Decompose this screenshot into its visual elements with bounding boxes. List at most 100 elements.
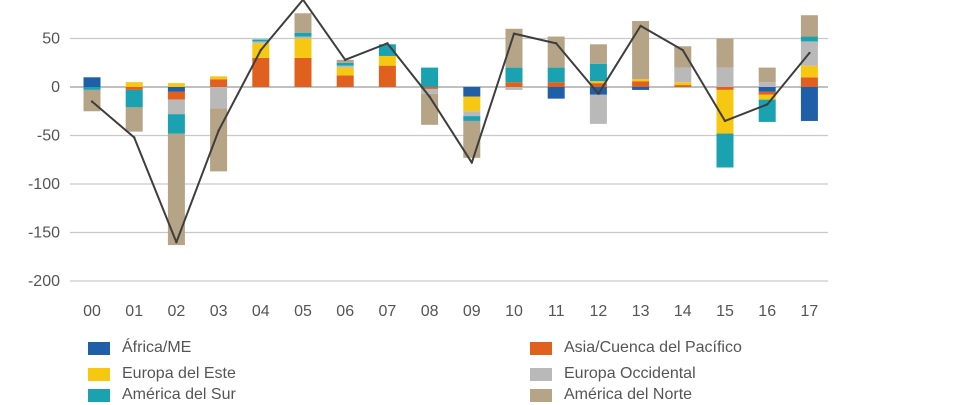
- x-tick-label: 01: [125, 303, 143, 320]
- bar-segment: [505, 67, 523, 83]
- x-tick-label: 09: [463, 303, 481, 320]
- line-point: [723, 119, 727, 123]
- y-tick-label: -200: [28, 273, 60, 290]
- x-tick-label: 02: [168, 303, 186, 320]
- line-point: [428, 95, 431, 98]
- x-tick-label: 14: [674, 303, 692, 320]
- line-point: [175, 241, 178, 244]
- bar-segment: [252, 41, 270, 44]
- bar-segment: [505, 87, 523, 90]
- bar-segment: [674, 85, 692, 87]
- bar-segment: [800, 77, 818, 87]
- bar-segment: [505, 82, 523, 87]
- bar-segment: [632, 87, 650, 90]
- x-tick-label: 17: [801, 303, 819, 320]
- x-tick-label: 00: [83, 303, 101, 320]
- bar-segment: [125, 82, 143, 87]
- bar-segment: [167, 99, 185, 115]
- x-axis-ticks: 00 01 02 03 04 05 06 07 08 09 10 11 12 13 14 15 16 17: [83, 303, 818, 320]
- bar-segment: [505, 28, 523, 68]
- line-point: [597, 92, 600, 95]
- bar-segment: [294, 38, 312, 58]
- bar-segment: [252, 39, 270, 42]
- bar-segment: [378, 44, 396, 56]
- bars: [83, 13, 818, 246]
- bar-segment: [125, 107, 143, 132]
- y-tick-label: 50: [42, 31, 60, 48]
- bar-segment: [463, 87, 481, 97]
- bar-segment: [674, 67, 692, 83]
- x-tick-label: 03: [210, 303, 228, 320]
- x-tick-label: 15: [716, 303, 734, 320]
- bar-segment: [336, 67, 354, 76]
- line-point: [681, 48, 684, 52]
- bar-segment: [547, 87, 565, 99]
- bar-segment: [758, 82, 776, 87]
- x-tick-label: 10: [505, 303, 523, 320]
- y-tick-label: -100: [28, 176, 60, 193]
- line-point: [133, 136, 136, 139]
- bar-segment: [589, 81, 607, 84]
- x-tick-label: 07: [379, 303, 397, 320]
- bar-segment: [758, 94, 776, 100]
- bar-segment: [167, 83, 185, 87]
- bar-segment: [800, 36, 818, 42]
- x-tick-label: 08: [421, 303, 439, 320]
- x-tick-label: 16: [758, 303, 776, 320]
- bar-segment: [632, 79, 650, 82]
- bar-segment: [210, 76, 228, 80]
- bar-segment: [167, 87, 185, 92]
- bar-segment: [125, 89, 143, 108]
- bar-segment: [294, 32, 312, 37]
- bar-segment: [336, 75, 354, 87]
- line-point: [766, 103, 769, 106]
- line-point: [344, 58, 347, 62]
- bar-segment: [125, 87, 143, 90]
- bar-segment: [336, 65, 354, 68]
- bar-segment: [547, 82, 565, 87]
- bar-segment: [674, 46, 692, 68]
- line-point: [808, 51, 811, 55]
- bar-segment: [252, 57, 270, 87]
- line-point: [386, 42, 389, 45]
- line-point: [259, 48, 262, 52]
- total-line-path: [91, 0, 811, 244]
- y-tick-label: -50: [37, 128, 60, 145]
- bar-segment: [336, 59, 354, 63]
- bar-segment: [800, 65, 818, 78]
- y-tick-label: 0: [51, 79, 60, 96]
- line-point: [470, 161, 473, 164]
- line-point: [555, 42, 558, 45]
- line-point: [301, 0, 305, 1]
- bar-segment: [378, 55, 396, 66]
- bar-segment: [547, 67, 565, 83]
- x-tick-label: 11: [548, 303, 565, 320]
- bar-segment: [83, 77, 101, 87]
- line-point: [512, 32, 516, 35]
- bar-segment: [716, 87, 734, 90]
- bar-segment: [463, 111, 481, 117]
- bar-segment: [716, 89, 734, 134]
- bar-segment: [758, 87, 776, 92]
- bar-segment: [421, 67, 439, 87]
- bar-segment: [758, 67, 776, 83]
- bar-segment: [463, 116, 481, 121]
- x-tick-label: 12: [590, 303, 608, 320]
- bar-segment: [589, 94, 607, 124]
- bar-segment: [716, 38, 734, 68]
- bar-segment: [167, 114, 185, 134]
- x-tick-label: 06: [336, 303, 354, 320]
- bar-segment: [632, 81, 650, 87]
- bar-segment: [378, 65, 396, 87]
- bar-segment: [83, 87, 101, 90]
- bar-segment: [421, 87, 439, 89]
- bar-segment: [800, 87, 818, 121]
- bar-segment: [167, 91, 185, 100]
- bar-segment: [800, 15, 818, 37]
- bar-segment: [632, 21, 650, 80]
- total-line: [90, 0, 811, 244]
- bar-segment: [547, 36, 565, 68]
- bar-segment: [716, 67, 734, 87]
- bar-segment: [294, 36, 312, 39]
